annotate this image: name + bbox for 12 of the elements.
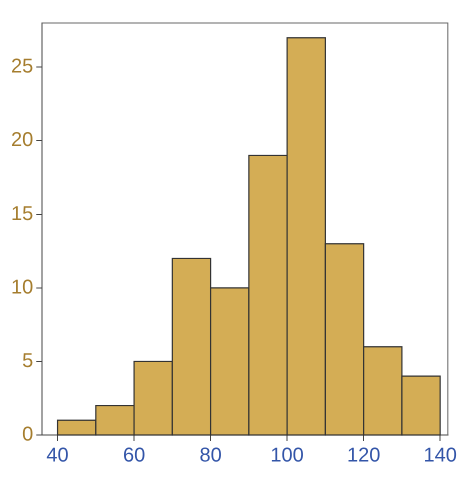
y-tick-label: 20	[10, 129, 34, 152]
x-tick-label: 140	[423, 444, 457, 467]
y-tick-label: 15	[10, 202, 34, 225]
x-tick-label: 100	[270, 444, 304, 467]
y-tick-label: 10	[10, 276, 34, 298]
y-tick-label: 0	[22, 424, 34, 446]
y-tick-label: 25	[10, 56, 34, 78]
x-tick-label: 120	[346, 444, 380, 467]
x-tick-label: 40	[46, 444, 69, 467]
y-tick-label: 5	[22, 350, 34, 372]
x-tick-label: 60	[122, 444, 146, 467]
x-tick-label: 80	[199, 444, 222, 467]
